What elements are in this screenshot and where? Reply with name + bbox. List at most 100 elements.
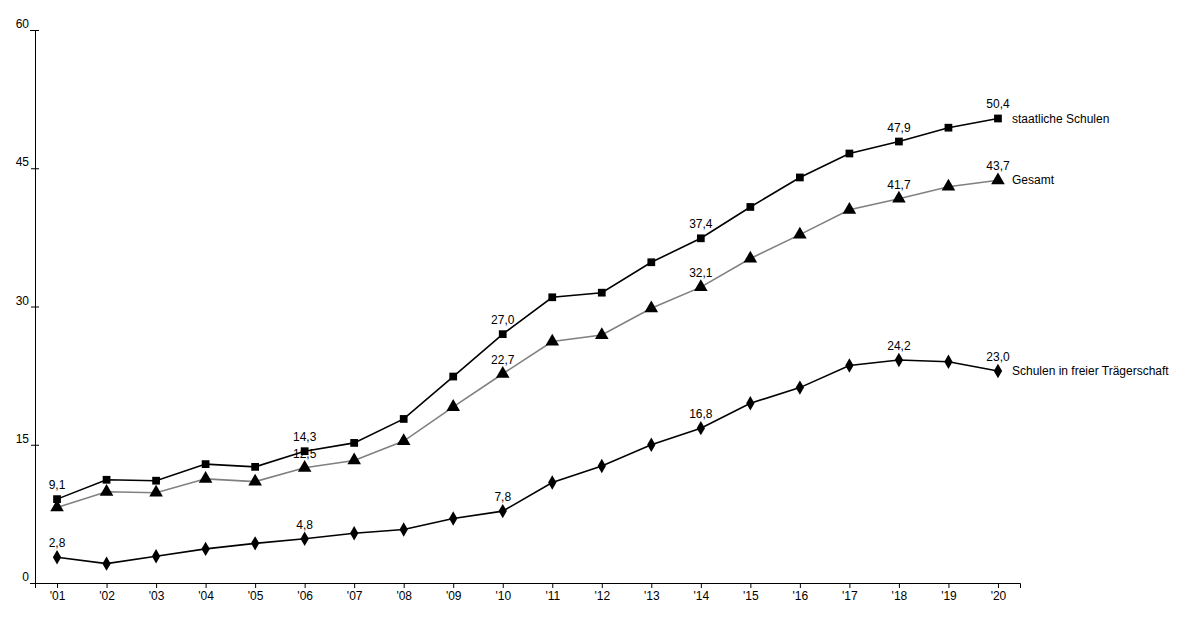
y-tick: 45: [16, 155, 39, 169]
series-line: [57, 118, 998, 499]
x-tick-label: '03: [149, 589, 165, 603]
x-tick-label: '20: [991, 589, 1007, 603]
marker: [400, 415, 408, 423]
marker: [845, 358, 853, 372]
x-tick: '17: [842, 583, 858, 603]
data-label: 23,0: [986, 350, 1010, 364]
x-tick-mark: [503, 583, 504, 588]
marker: [496, 366, 510, 378]
x-tick: '03: [149, 583, 165, 603]
data-label: 24,2: [887, 339, 911, 353]
x-tick: '04: [198, 583, 214, 603]
marker: [994, 364, 1002, 378]
marker: [499, 330, 507, 338]
x-tick-mark: [701, 583, 702, 588]
x-tick: '16: [793, 583, 809, 603]
marker: [449, 511, 457, 525]
x-tick-mark: [206, 583, 207, 588]
marker: [100, 484, 114, 496]
marker: [499, 504, 507, 518]
x-tick-mark: [107, 583, 108, 588]
marker: [697, 421, 705, 435]
data-label: 22,7: [491, 353, 515, 367]
marker: [595, 327, 609, 339]
marker: [350, 439, 358, 447]
marker: [744, 251, 758, 263]
x-tick-label: '05: [248, 589, 264, 603]
marker: [645, 300, 659, 312]
marker: [152, 477, 160, 485]
data-label: 41,7: [887, 178, 911, 192]
marker: [598, 459, 606, 473]
x-tick-label: '01: [50, 589, 66, 603]
x-tick: '12: [594, 583, 610, 603]
x-tick-mark: [354, 583, 355, 588]
x-tick-label: '19: [941, 589, 957, 603]
marker: [548, 475, 556, 489]
x-tick: '01: [50, 583, 66, 603]
x-tick-label: '12: [594, 589, 610, 603]
y-tick: 0: [22, 570, 39, 584]
x-tick-mark: [305, 583, 306, 588]
marker: [50, 500, 64, 512]
y-tick: 60: [16, 17, 39, 31]
chart: 015304560'01'02'03'04'05'06'07'08'09'10'…: [0, 0, 1200, 620]
x-tick-mark: [552, 583, 553, 588]
x-tick-label: '15: [743, 589, 759, 603]
x-axis: '01'02'03'04'05'06'07'08'09'10'11'12'13'…: [36, 583, 1021, 603]
marker: [446, 399, 460, 411]
x-tick-mark: [651, 583, 652, 588]
marker: [548, 293, 556, 301]
marker: [53, 550, 61, 564]
x-tick: '05: [248, 583, 264, 603]
y-tick-label: 15: [16, 432, 30, 446]
marker: [796, 380, 804, 394]
y-tick: 30: [16, 294, 39, 308]
x-tick: '10: [495, 583, 511, 603]
marker: [942, 179, 956, 191]
x-tick: '20: [991, 583, 1007, 603]
marker: [545, 334, 559, 346]
x-tick-mark: [404, 583, 405, 588]
x-tick-label: '16: [793, 589, 809, 603]
series-line: [57, 360, 998, 564]
data-label: 7,8: [494, 490, 511, 504]
x-tick-label: '09: [446, 589, 462, 603]
x-tick-mark: [57, 583, 58, 588]
x-tick: '11: [545, 583, 560, 603]
marker: [846, 150, 854, 158]
x-tick-mark: [948, 583, 949, 588]
series-line: [57, 180, 998, 507]
y-tick-mark: [31, 30, 39, 31]
x-tick-label: '13: [644, 589, 660, 603]
y-tick-label: 0: [22, 570, 29, 584]
series-name: staatliche Schulen: [1012, 112, 1109, 126]
marker: [397, 433, 411, 445]
x-tick-mark: [800, 583, 801, 588]
marker: [149, 485, 163, 497]
x-tick-label: '04: [198, 589, 214, 603]
data-label: 14,3: [293, 430, 317, 444]
y-tick-label: 45: [16, 155, 30, 169]
marker: [895, 138, 903, 146]
marker: [843, 202, 857, 214]
x-tick: '18: [892, 583, 908, 603]
marker: [796, 174, 804, 182]
x-tick-mark: [750, 583, 751, 588]
data-label: 43,7: [986, 159, 1010, 173]
marker: [647, 438, 655, 452]
marker: [199, 471, 213, 483]
data-label: 32,1: [689, 266, 713, 280]
marker: [248, 474, 262, 486]
marker: [746, 396, 754, 410]
marker: [449, 373, 457, 381]
x-tick: '07: [347, 583, 363, 603]
y-tick: 15: [16, 432, 39, 446]
y-tick-label: 30: [16, 294, 30, 308]
data-label: 50,4: [986, 97, 1010, 111]
x-tick: '14: [694, 583, 710, 603]
marker: [103, 476, 111, 484]
x-tick: '15: [743, 583, 759, 603]
x-tick-label: '11: [545, 589, 560, 603]
x-tick-mark: [998, 583, 999, 588]
